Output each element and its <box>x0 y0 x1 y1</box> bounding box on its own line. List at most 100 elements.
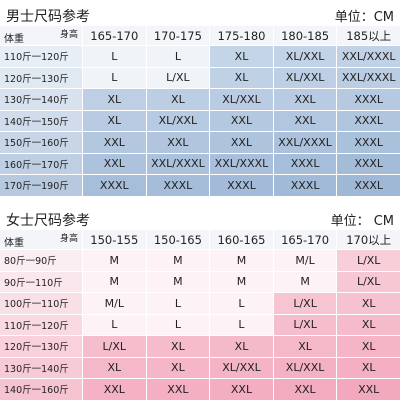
size-cell: L <box>146 46 210 67</box>
size-cell: XL/XXL <box>273 357 337 378</box>
size-cell: L <box>210 293 273 314</box>
size-table: 身高 体重 150-155 150-165 160-165 165-170 170以上 80斤… <box>0 230 400 400</box>
row-label: 150斤一160斤 <box>0 132 82 153</box>
size-cell: XXL/XXXL <box>273 132 337 153</box>
row-label: 170斤一190斤 <box>0 175 82 196</box>
row-label: 130斤一140斤 <box>0 357 82 378</box>
size-cell: XXXL <box>146 175 210 196</box>
size-cell: XL <box>337 314 400 335</box>
size-cell: M/L <box>83 293 146 314</box>
size-cell: XXL <box>146 132 210 153</box>
column-header: 170-175 <box>146 26 210 45</box>
size-cell: XXL <box>146 379 210 400</box>
column-header: 165-170 <box>273 230 337 249</box>
size-cell: XXL <box>273 379 337 400</box>
row-label: 80斤一90斤 <box>0 250 82 271</box>
size-cell: XXL <box>337 379 400 400</box>
row-label: 140斤一160斤 <box>0 379 82 400</box>
size-cell: L/XL <box>273 314 337 335</box>
column-header: 160-165 <box>210 230 273 249</box>
corner-height: 身高 <box>59 234 78 244</box>
size-cell: M <box>146 250 210 271</box>
size-cell: XXXL <box>337 89 400 110</box>
size-cell: XXL/XXXL <box>337 67 400 88</box>
size-cell: XXL/XXXL <box>210 153 273 174</box>
size-cell: XL <box>210 46 273 67</box>
size-cell: XL <box>146 89 210 110</box>
size-cell: XL/XXL <box>273 67 337 88</box>
size-cell: L <box>83 314 146 335</box>
corner-weight: 体重 <box>4 34 24 45</box>
size-cell: M <box>83 271 146 292</box>
row-label: 100斤一110斤 <box>0 293 82 314</box>
row-label: 130斤一140斤 <box>0 89 82 110</box>
size-cell: M <box>210 271 273 292</box>
size-cell: L/XL <box>83 336 146 357</box>
row-label: 120斤一130斤 <box>0 336 82 357</box>
size-table: 身高 体重 165-170 170-175 175-180 180-185 185以上 110… <box>0 26 400 196</box>
size-cell: XXL <box>210 110 273 131</box>
size-cell: XXXL <box>337 110 400 131</box>
size-cell: L <box>83 46 146 67</box>
size-cell: M <box>210 250 273 271</box>
size-cell: XL <box>83 89 146 110</box>
section-title: 男士尺码参考 <box>6 9 90 25</box>
size-cell: XL <box>146 336 210 357</box>
size-cell: XXL <box>83 379 146 400</box>
size-cell: XL <box>337 293 400 314</box>
size-cell: XXXL <box>273 175 337 196</box>
size-cell: XXL <box>273 110 337 131</box>
size-cell: M <box>273 271 337 292</box>
size-cell: XL <box>337 336 400 357</box>
unit-label: 单位：CM <box>334 10 394 25</box>
size-cell: L/XL <box>146 67 210 88</box>
size-cell: XXL <box>83 132 146 153</box>
table-corner: 身高 体重 <box>0 230 82 249</box>
size-cell: XL <box>83 357 146 378</box>
size-cell: XL <box>210 67 273 88</box>
size-cell: XXXL <box>337 153 400 174</box>
size-cell: M/L <box>273 250 337 271</box>
size-cell: XXXL <box>337 175 400 196</box>
size-cell: XXXL <box>83 175 146 196</box>
row-label: 160斤一170斤 <box>0 153 82 174</box>
row-label: 110斤一120斤 <box>0 314 82 335</box>
size-cell: XL/XXL <box>210 89 273 110</box>
size-cell: XXL <box>210 379 273 400</box>
column-header: 180-185 <box>273 26 337 45</box>
size-cell: L/XL <box>337 250 400 271</box>
column-header: 165-170 <box>83 26 146 45</box>
size-cell: XXXL <box>210 175 273 196</box>
size-cell: L <box>210 314 273 335</box>
row-label: 90斤一110斤 <box>0 271 82 292</box>
size-cell: XL <box>146 357 210 378</box>
size-cell: XXXL <box>337 132 400 153</box>
row-label: 140斤一150斤 <box>0 110 82 131</box>
row-label: 110斤一120斤 <box>0 46 82 67</box>
size-cell: XXXL <box>273 153 337 174</box>
size-cell: XXL/XXXL <box>337 46 400 67</box>
column-header: 150-155 <box>83 230 146 249</box>
column-header: 185以上 <box>337 26 400 45</box>
size-cell: XXL <box>83 153 146 174</box>
unit-label: 单位： CM <box>330 214 394 229</box>
size-cell: XL/XXL <box>273 46 337 67</box>
size-cell: XL <box>210 336 273 357</box>
size-cell: L <box>83 67 146 88</box>
size-cell: L <box>146 314 210 335</box>
size-cell: XXL/XXXL <box>146 153 210 174</box>
column-header: 170以上 <box>337 230 400 249</box>
size-cell: XL <box>83 110 146 131</box>
size-cell: L <box>146 293 210 314</box>
size-cell: XXL <box>273 89 337 110</box>
corner-weight: 体重 <box>4 238 24 249</box>
size-cell: L/XL <box>337 271 400 292</box>
size-cell: XXL <box>210 132 273 153</box>
size-cell: XL <box>337 357 400 378</box>
section-title: 女士尺码参考 <box>6 213 90 229</box>
row-label: 120斤一130斤 <box>0 67 82 88</box>
size-cell: XL/XXL <box>146 110 210 131</box>
corner-height: 身高 <box>59 30 78 40</box>
size-cell: XL/XXL <box>210 357 273 378</box>
